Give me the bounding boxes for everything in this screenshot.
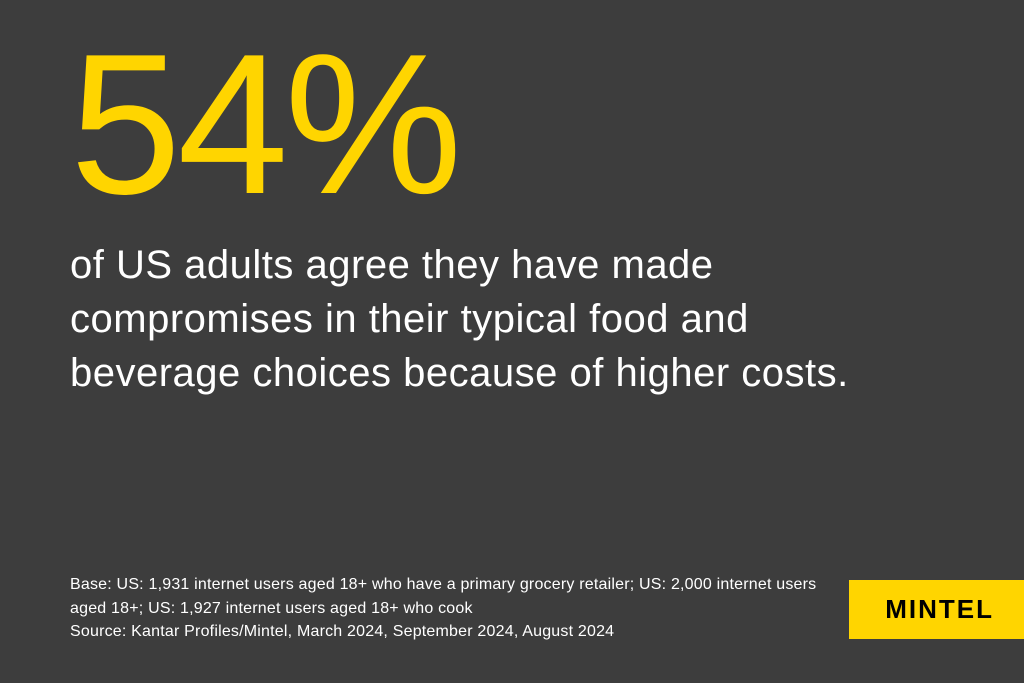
stat-description: of US adults agree they have made compro… <box>70 238 850 400</box>
footnote: Base: US: 1,931 internet users aged 18+ … <box>70 573 850 643</box>
base-line: Base: US: 1,931 internet users aged 18+ … <box>70 573 850 619</box>
brand-logo-badge: MINTEL <box>849 580 1024 639</box>
infographic-content: 54% of US adults agree they have made co… <box>0 0 1024 400</box>
source-line: Source: Kantar Profiles/Mintel, March 20… <box>70 620 850 643</box>
stat-percentage: 54% <box>70 30 954 220</box>
